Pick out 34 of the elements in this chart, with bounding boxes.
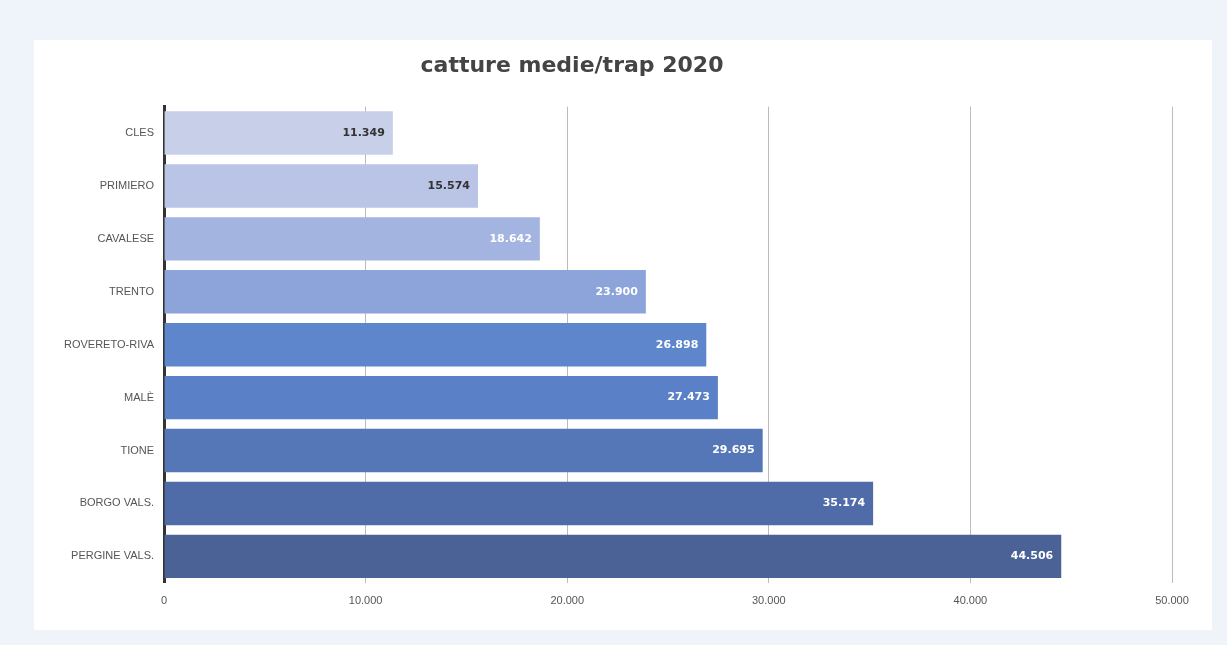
x-tick-label: 10.000 [348, 594, 383, 607]
y-tick-label: CLES [125, 126, 155, 139]
data-label: 27.473 [667, 390, 710, 404]
y-tick-label: PRIMIERO [99, 179, 155, 191]
data-label: 18.642 [489, 231, 532, 245]
y-tick-label: ROVERETO-RIVA [63, 337, 155, 350]
y-tick-label: TIONE [120, 443, 155, 456]
data-label: 23.900 [595, 284, 639, 298]
data-label: 15.574 [427, 178, 471, 192]
y-tick-label: BORGO VALS. [79, 496, 155, 509]
chart-title: catture medie/trap 2020 [419, 52, 725, 77]
y-tick-label: MALÈ [124, 390, 155, 403]
bar [164, 111, 393, 155]
y-tick-label: TRENTO [109, 284, 155, 297]
bar [164, 270, 646, 314]
x-tick-label: 30.000 [751, 594, 786, 607]
x-tick-label: 20.000 [550, 594, 585, 607]
x-tick-label: 50.000 [1155, 594, 1189, 607]
y-tick-label: PERGINE VALS. [71, 549, 155, 562]
bar [164, 375, 718, 420]
bar [164, 481, 874, 526]
y-tick-label: CAVALESE [97, 231, 155, 244]
x-tick-label: 40.000 [953, 594, 988, 607]
bar [164, 428, 763, 473]
bar [164, 534, 1062, 579]
bar [164, 164, 479, 208]
data-label: 11.349 [342, 125, 385, 139]
bar [164, 217, 540, 261]
x-tick-label: 0 [160, 594, 168, 607]
data-label: 26.898 [655, 337, 699, 351]
data-label: 29.695 [712, 443, 755, 457]
bar [164, 323, 707, 367]
data-label: 35.174 [822, 496, 866, 510]
data-label: 44.506 [1010, 549, 1054, 563]
